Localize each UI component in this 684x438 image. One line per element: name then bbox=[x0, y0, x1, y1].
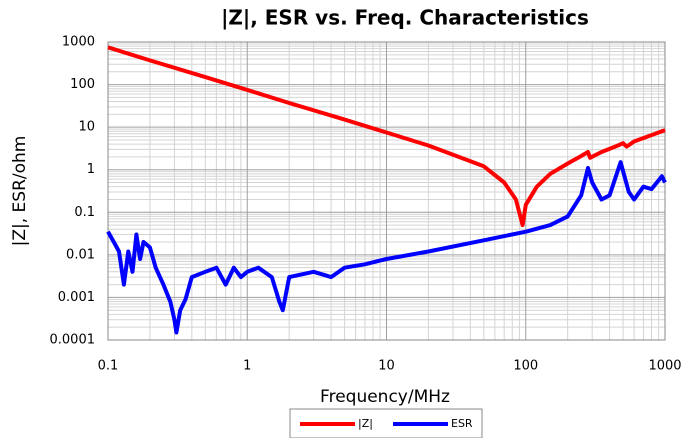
x-tick-label: 0.1 bbox=[98, 359, 119, 374]
y-tick-label: 10 bbox=[78, 120, 95, 135]
y-tick-label: 0.01 bbox=[66, 247, 95, 262]
y-tick-label: 1 bbox=[87, 162, 95, 177]
series-line bbox=[107, 45, 666, 228]
y-axis-label: |Z|, ESR/ohm bbox=[10, 136, 30, 247]
y-tick-label: 100 bbox=[70, 77, 95, 92]
series-line bbox=[106, 160, 667, 335]
x-axis-label: Frequency/MHz bbox=[320, 387, 450, 407]
legend-label: ESR bbox=[451, 417, 473, 430]
x-tick-label: 100 bbox=[513, 359, 538, 374]
y-tick-label: 1000 bbox=[62, 35, 95, 50]
x-tick-label: 1000 bbox=[648, 359, 681, 374]
legend-label: |Z| bbox=[358, 417, 373, 430]
chart-title: |Z|, ESR vs. Freq. Characteristics bbox=[221, 6, 589, 30]
x-tick-label: 1 bbox=[243, 359, 251, 374]
y-tick-label: 0.001 bbox=[58, 290, 95, 305]
y-tick-label: 0.1 bbox=[74, 205, 95, 220]
y-tick-label: 0.0001 bbox=[50, 333, 96, 348]
x-tick-label: 10 bbox=[378, 359, 395, 374]
plot-border bbox=[107, 41, 666, 341]
